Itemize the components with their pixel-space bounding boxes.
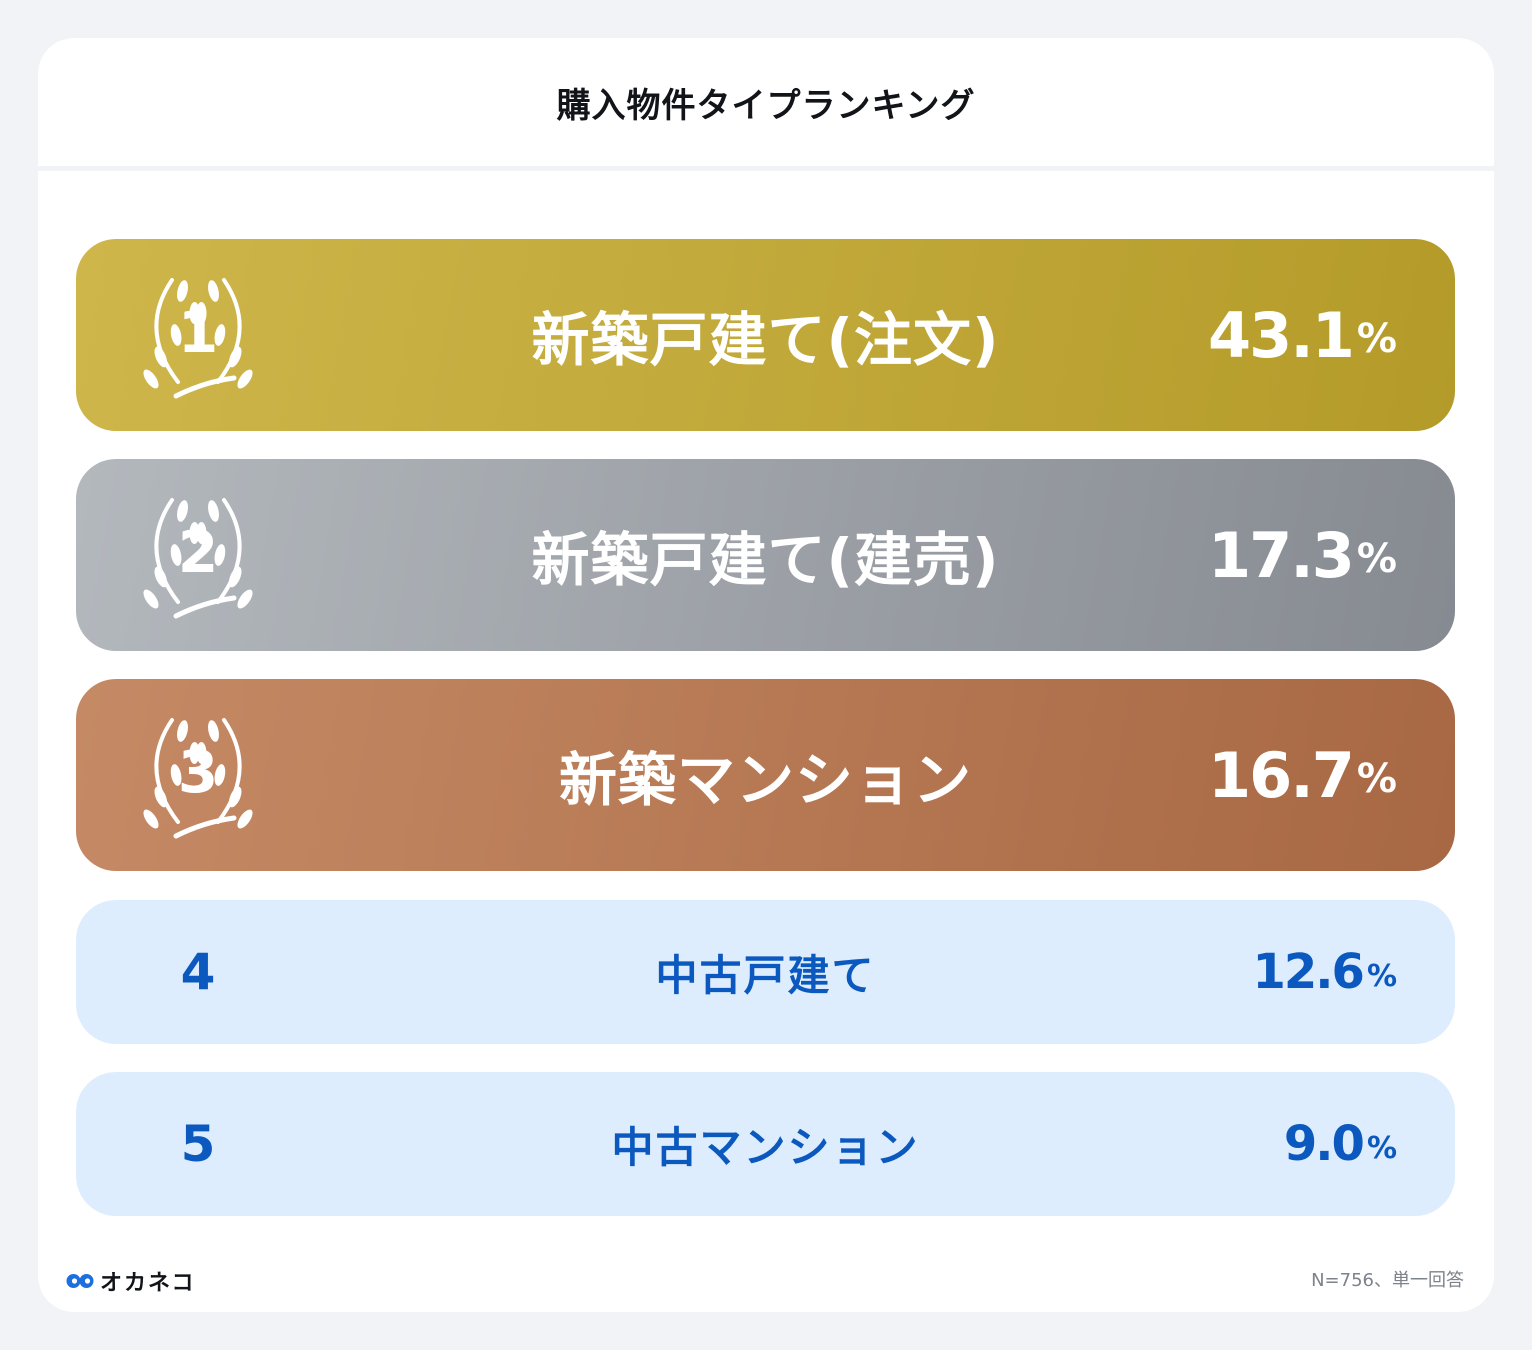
okaneko-logo-icon <box>66 1274 94 1288</box>
sample-note: N=756、単一回答 <box>1311 1270 1464 1291</box>
laurel-leaf <box>143 809 159 829</box>
rank-number: 4 <box>180 943 216 1001</box>
percent-unit: % <box>1356 536 1397 582</box>
laurel-leaf <box>177 500 188 522</box>
laurel-leaf <box>196 302 207 324</box>
laurel-wreath-icon: 3 <box>143 718 253 839</box>
brand-name: オカネコ <box>100 1271 196 1296</box>
percent-unit: % <box>1366 1130 1397 1166</box>
rank-badge: 2 <box>132 459 264 651</box>
share-value: 9.0% <box>1284 1072 1397 1216</box>
laurel-leaf <box>196 742 207 764</box>
laurel-ribbon <box>173 595 237 619</box>
rank-badge: 5 <box>132 1072 264 1216</box>
ranking-row: 4 中古戸建て 12.6% <box>76 900 1455 1044</box>
laurel-stem <box>216 498 242 604</box>
laurel-leaf <box>170 324 182 346</box>
laurel-leaf <box>170 544 182 566</box>
brand-logo: オカネコ <box>66 1265 196 1297</box>
laurel-leaf <box>189 522 200 544</box>
property-type-label: 中古戸建て <box>655 950 876 1000</box>
rank-badge: 4 <box>132 900 264 1044</box>
share-number: 43.1 <box>1207 298 1355 372</box>
share-number: 17.3 <box>1207 518 1355 592</box>
laurel-leaf <box>237 589 253 609</box>
laurel-wreath-icon: 2 <box>143 498 253 619</box>
laurel-stem <box>216 718 242 824</box>
laurel-ribbon <box>173 815 237 839</box>
page-title: 購入物件タイプランキング <box>556 85 976 126</box>
card-header: 購入物件タイプランキング <box>38 38 1494 171</box>
ranking-row: 3 新築マンション 16.7% <box>76 679 1455 871</box>
ranking-row: 5 中古マンション 9.0% <box>76 1072 1455 1216</box>
laurel-leaf <box>237 809 253 829</box>
laurel-leaf <box>214 324 226 346</box>
rank-number: 2 <box>178 518 218 586</box>
laurel-ribbon <box>173 375 237 399</box>
laurel-stem <box>216 278 242 384</box>
laurel-leaf <box>189 742 200 764</box>
share-value: 43.1% <box>1208 239 1397 431</box>
laurel-leaf <box>177 720 188 742</box>
percent-unit: % <box>1366 958 1397 994</box>
laurel-wreath-icon: 1 <box>143 278 253 399</box>
laurel-stem <box>154 498 180 604</box>
ranking-row: 2 新築戸建て(建売) 17.3% <box>76 459 1455 651</box>
laurel-leaf <box>208 280 219 302</box>
rank-number: 1 <box>178 298 218 366</box>
percent-unit: % <box>1356 316 1397 362</box>
laurel-leaf <box>189 302 200 324</box>
share-number: 12.6 <box>1252 944 1365 1000</box>
laurel-leaf <box>196 522 207 544</box>
rank-badge: 3 <box>132 679 264 871</box>
rank-badge: 1 <box>132 239 264 431</box>
laurel-leaf <box>177 280 188 302</box>
rank-number: 3 <box>178 738 218 806</box>
laurel-leaf <box>214 544 226 566</box>
percent-unit: % <box>1356 756 1397 802</box>
laurel-leaf <box>214 764 226 786</box>
share-number: 16.7 <box>1207 738 1355 812</box>
rank-number: 5 <box>180 1115 216 1173</box>
laurel-leaf <box>143 369 159 389</box>
laurel-leaf <box>143 589 159 609</box>
laurel-leaf <box>208 500 219 522</box>
laurel-stem <box>154 278 180 384</box>
laurel-leaf <box>208 720 219 742</box>
property-type-label: 中古マンション <box>611 1122 920 1172</box>
share-number: 9.0 <box>1283 1116 1365 1172</box>
laurel-leaf <box>237 369 253 389</box>
ranking-card: 購入物件タイプランキング 1 新築戸建て(注文) 43.1% 2 新築戸建て(建売) 17… <box>38 38 1494 1312</box>
laurel-leaf <box>170 764 182 786</box>
laurel-stem <box>154 718 180 824</box>
share-value: 16.7% <box>1208 679 1397 871</box>
ranking-row: 1 新築戸建て(注文) 43.1% <box>76 239 1455 431</box>
share-value: 17.3% <box>1208 459 1397 651</box>
share-value: 12.6% <box>1253 900 1398 1044</box>
